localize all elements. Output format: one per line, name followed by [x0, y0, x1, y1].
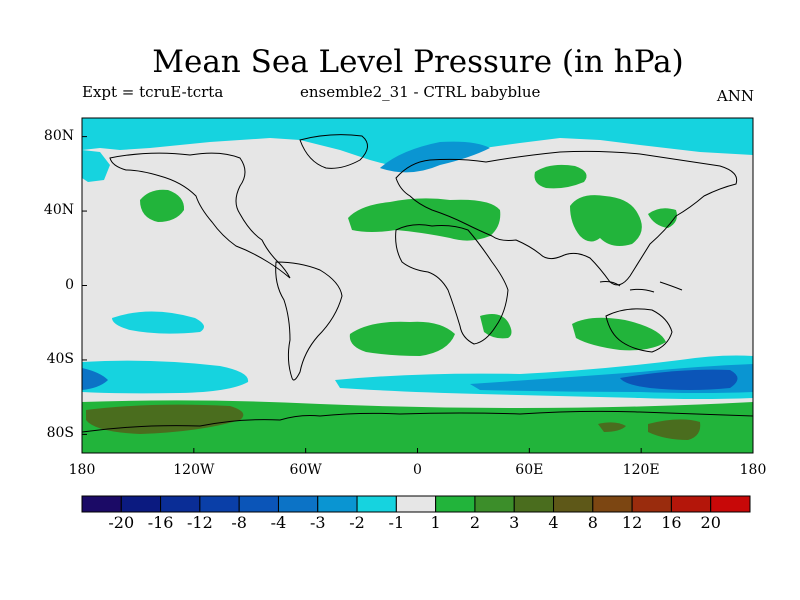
colorbar-swatch — [356, 495, 397, 513]
colorbar-swatch — [474, 495, 515, 513]
colorbar-label: 16 — [661, 513, 682, 532]
colorbar-swatch — [553, 495, 594, 513]
colorbar-label: 20 — [700, 513, 721, 532]
lat-tick-label: 40N — [43, 202, 74, 219]
colorbar-swatch — [592, 495, 633, 513]
colorbar-swatch — [317, 495, 358, 513]
north-america-coast — [109, 152, 291, 279]
colorbar-label: -2 — [349, 513, 365, 532]
colorbar-swatch — [160, 495, 201, 513]
colorbar-swatch — [435, 495, 476, 513]
antarctic-green-region — [82, 400, 753, 453]
map-title: Mean Sea Level Pressure (in hPa) — [152, 44, 684, 80]
asia-green-region — [570, 195, 642, 246]
australia-green-region — [572, 317, 666, 351]
south-america-coast — [275, 261, 343, 381]
mediterranean-green-region — [348, 198, 501, 241]
lon-tick-label: 0 — [413, 462, 422, 478]
lon-tick-label: 180 — [739, 462, 767, 478]
colorbar-swatch — [513, 495, 555, 513]
east-pacific-cyan-region — [112, 311, 204, 334]
antarctic-darkgreen-region-mid — [598, 422, 626, 432]
colorbar-swatch — [238, 495, 279, 513]
colorbar-swatch — [670, 495, 712, 513]
north-pacific-green-region — [140, 189, 185, 222]
colorbar-swatch — [120, 495, 162, 513]
south-pacific-blue-region — [82, 368, 108, 390]
greenland-sea-blue-region — [380, 141, 490, 173]
experiment-label: Expt = tcruE-tcrta — [82, 83, 224, 101]
antarctica-coast — [82, 410, 753, 433]
colorbar-label: -1 — [388, 513, 405, 532]
antarctic-darkgreen-region-east — [648, 419, 701, 440]
colorbar-label: 2 — [469, 513, 481, 532]
south-pacific-cyan-region — [82, 360, 249, 394]
lat-tick-label: 80S — [46, 425, 74, 442]
colorbar-swatch — [631, 495, 672, 513]
south-atlantic-green-region — [349, 321, 455, 356]
ensemble-label: ensemble2_31 - CTRL babyblue — [300, 83, 541, 101]
colorbar-swatch — [395, 495, 437, 513]
colorbar-label: 8 — [587, 513, 598, 532]
colorbar-swatch — [710, 495, 751, 513]
japan-green-region — [648, 208, 677, 228]
australia-coast — [605, 308, 673, 353]
southeast-asia-islands — [599, 281, 683, 293]
lon-tick-label: 120W — [173, 462, 215, 478]
colorbar-label: 3 — [509, 513, 520, 532]
colorbar-label: -4 — [270, 513, 287, 532]
siberia-green-region — [534, 164, 587, 189]
lon-tick-label: 120E — [622, 462, 660, 478]
colorbar-label: -12 — [186, 513, 213, 532]
colorbar-label: -3 — [309, 513, 326, 532]
colorbar-label: -16 — [147, 513, 174, 532]
lon-tick-label: 60W — [289, 462, 322, 478]
greenland-coast — [299, 134, 368, 169]
lon-tick-label: 180 — [68, 462, 96, 478]
colorbar-swatch — [81, 495, 122, 513]
arctic-cyan-region — [82, 118, 753, 168]
colorbar-label: 12 — [621, 513, 643, 532]
colorbar-label: 4 — [548, 513, 559, 532]
antarctic-darkgreen-region — [86, 404, 244, 434]
lat-tick-label: 80N — [43, 127, 74, 144]
colorbar — [81, 495, 751, 513]
arctic-cyan-region-west — [82, 150, 110, 182]
lat-tick-label: 40S — [46, 350, 74, 367]
season-label: ANN — [716, 87, 754, 105]
colorbar-label: 1 — [430, 513, 441, 532]
europe-coast — [395, 150, 738, 286]
colorbar-swatch — [199, 495, 240, 513]
coastlines — [82, 134, 753, 433]
lon-tick-label: 60E — [515, 462, 544, 478]
africa-coast — [395, 224, 509, 345]
colorbar-label: -8 — [231, 513, 247, 532]
lat-tick-label: 0 — [65, 276, 74, 293]
colorbar-swatch — [277, 495, 319, 513]
colorbar-label: -20 — [108, 513, 135, 532]
southern-indian-darkblue-region — [620, 369, 738, 390]
